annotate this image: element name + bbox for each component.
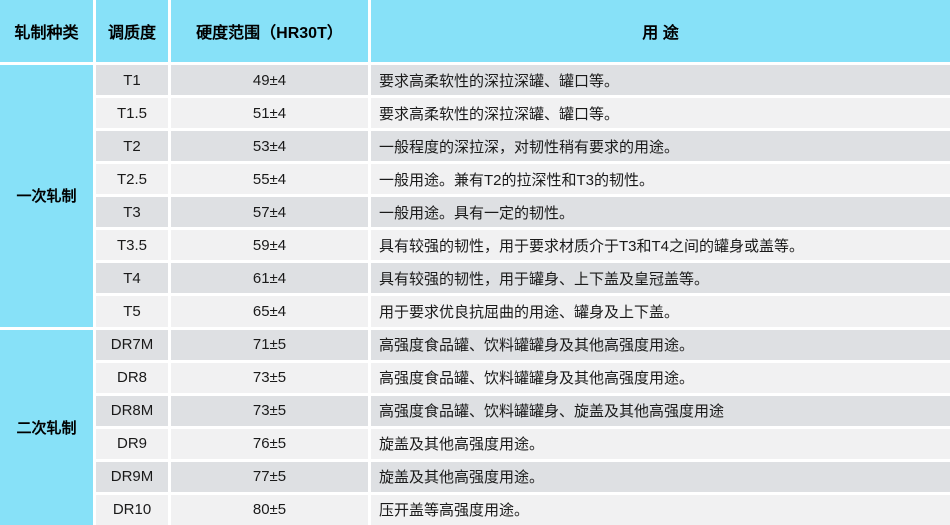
cell-temper: DR10: [96, 494, 168, 525]
cell-temper: DR9: [96, 428, 168, 459]
cell-use: 高强度食品罐、饮料罐罐身及其他高强度用途。: [371, 362, 950, 393]
cell-hardness: 57±4: [171, 197, 368, 228]
cell-temper: T5: [96, 296, 168, 327]
cell-use: 具有较强的韧性，用于要求材质介于T3和T4之间的罐身或盖等。: [371, 230, 950, 261]
cell-use: 压开盖等高强度用途。: [371, 494, 950, 525]
cell-use: 一般用途。具有一定的韧性。: [371, 197, 950, 228]
group-label-second-rolling: 二次轧制: [0, 329, 93, 525]
cell-hardness: 55±4: [171, 164, 368, 195]
cell-temper: T2.5: [96, 164, 168, 195]
cell-hardness: 65±4: [171, 296, 368, 327]
cell-hardness: 76±5: [171, 428, 368, 459]
cell-hardness: 61±4: [171, 263, 368, 294]
cell-temper: T3: [96, 197, 168, 228]
header-temper-grade: 调质度: [96, 0, 168, 62]
cell-temper: DR7M: [96, 329, 168, 360]
cell-use: 用于要求优良抗屈曲的用途、罐身及上下盖。: [371, 296, 950, 327]
cell-use: 旋盖及其他高强度用途。: [371, 428, 950, 459]
cell-hardness: 77±5: [171, 461, 368, 492]
cell-hardness: 53±4: [171, 131, 368, 162]
cell-hardness: 59±4: [171, 230, 368, 261]
cell-use: 一般程度的深拉深，对韧性稍有要求的用途。: [371, 131, 950, 162]
header-rolling-type: 轧制种类: [0, 0, 93, 62]
cell-use: 具有较强的韧性，用于罐身、上下盖及皇冠盖等。: [371, 263, 950, 294]
cell-use: 高强度食品罐、饮料罐罐身及其他高强度用途。: [371, 329, 950, 360]
cell-hardness: 73±5: [171, 362, 368, 393]
cell-hardness: 51±4: [171, 98, 368, 129]
header-usage: 用 途: [371, 0, 950, 62]
cell-hardness: 71±5: [171, 329, 368, 360]
cell-temper: T4: [96, 263, 168, 294]
cell-temper: DR9M: [96, 461, 168, 492]
cell-temper: DR8: [96, 362, 168, 393]
cell-temper: DR8M: [96, 395, 168, 426]
cell-temper: T1: [96, 65, 168, 96]
cell-temper: T1.5: [96, 98, 168, 129]
cell-use: 要求高柔软性的深拉深罐、罐口等。: [371, 65, 950, 96]
cell-use: 高强度食品罐、饮料罐罐身、旋盖及其他高强度用途: [371, 395, 950, 426]
cell-hardness: 80±5: [171, 494, 368, 525]
group-label-first-rolling: 一次轧制: [0, 65, 93, 327]
cell-use: 一般用途。兼有T2的拉深性和T3的韧性。: [371, 164, 950, 195]
cell-hardness: 49±4: [171, 65, 368, 96]
cell-use: 旋盖及其他高强度用途。: [371, 461, 950, 492]
cell-hardness: 73±5: [171, 395, 368, 426]
header-hardness-range: 硬度范围（HR30T）: [171, 0, 368, 62]
cell-temper: T3.5: [96, 230, 168, 261]
cell-use: 要求高柔软性的深拉深罐、罐口等。: [371, 98, 950, 129]
cell-temper: T2: [96, 131, 168, 162]
